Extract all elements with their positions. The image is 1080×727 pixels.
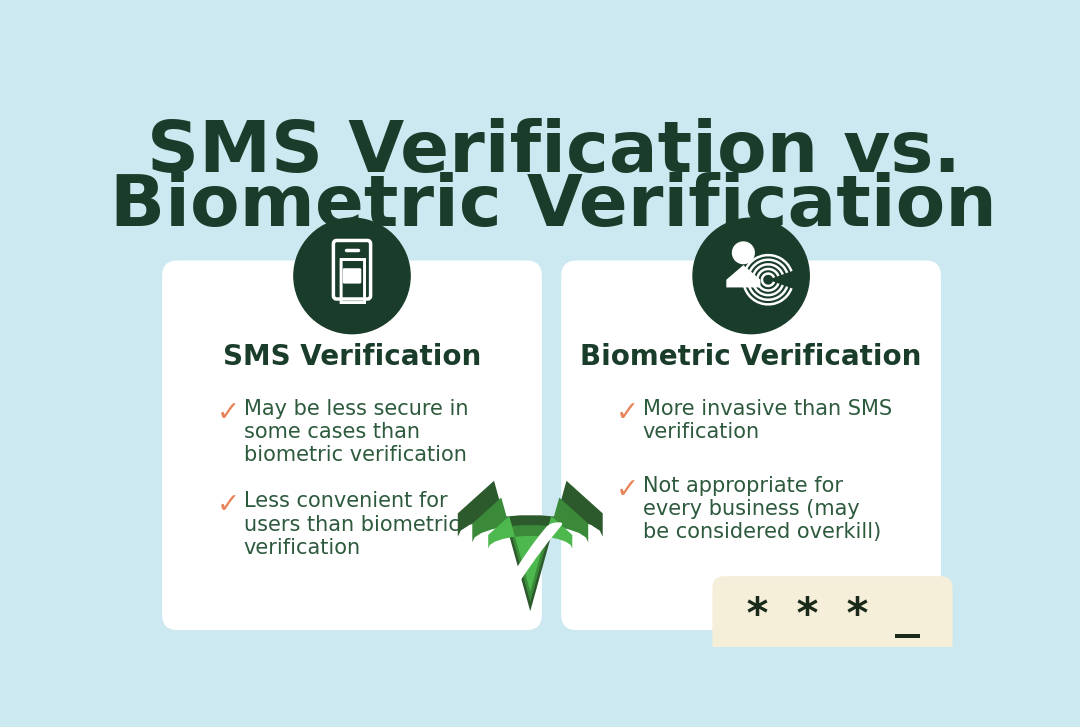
Text: * * * _: * * * _ — [745, 595, 920, 638]
Text: 📱: 📱 — [336, 254, 368, 306]
Text: ✓: ✓ — [476, 506, 584, 631]
FancyBboxPatch shape — [342, 268, 362, 284]
Text: Not appropriate for
every business (may
be considered overkill): Not appropriate for every business (may … — [643, 476, 881, 542]
Text: ✓: ✓ — [216, 491, 240, 520]
Circle shape — [693, 218, 809, 334]
Text: May be less secure in
some cases than
biometric verification: May be less secure in some cases than bi… — [243, 399, 468, 465]
Text: ✓: ✓ — [616, 476, 638, 504]
Text: Biometric Verification: Biometric Verification — [580, 342, 922, 371]
Text: Less convenient for
users than biometric
verification: Less convenient for users than biometric… — [243, 491, 459, 558]
Polygon shape — [488, 516, 572, 592]
Text: ✓: ✓ — [216, 399, 240, 427]
FancyBboxPatch shape — [162, 260, 542, 630]
FancyBboxPatch shape — [713, 577, 953, 657]
Text: More invasive than SMS
verification: More invasive than SMS verification — [643, 399, 892, 442]
Text: Biometric Verification: Biometric Verification — [110, 172, 997, 241]
Circle shape — [294, 218, 410, 334]
Text: ✓: ✓ — [616, 399, 638, 427]
Text: SMS Verification: SMS Verification — [222, 342, 481, 371]
Polygon shape — [458, 481, 603, 611]
FancyBboxPatch shape — [562, 260, 941, 630]
Polygon shape — [727, 265, 760, 287]
Text: SMS Verification vs.: SMS Verification vs. — [147, 119, 960, 187]
Polygon shape — [472, 497, 589, 602]
Circle shape — [732, 242, 754, 264]
